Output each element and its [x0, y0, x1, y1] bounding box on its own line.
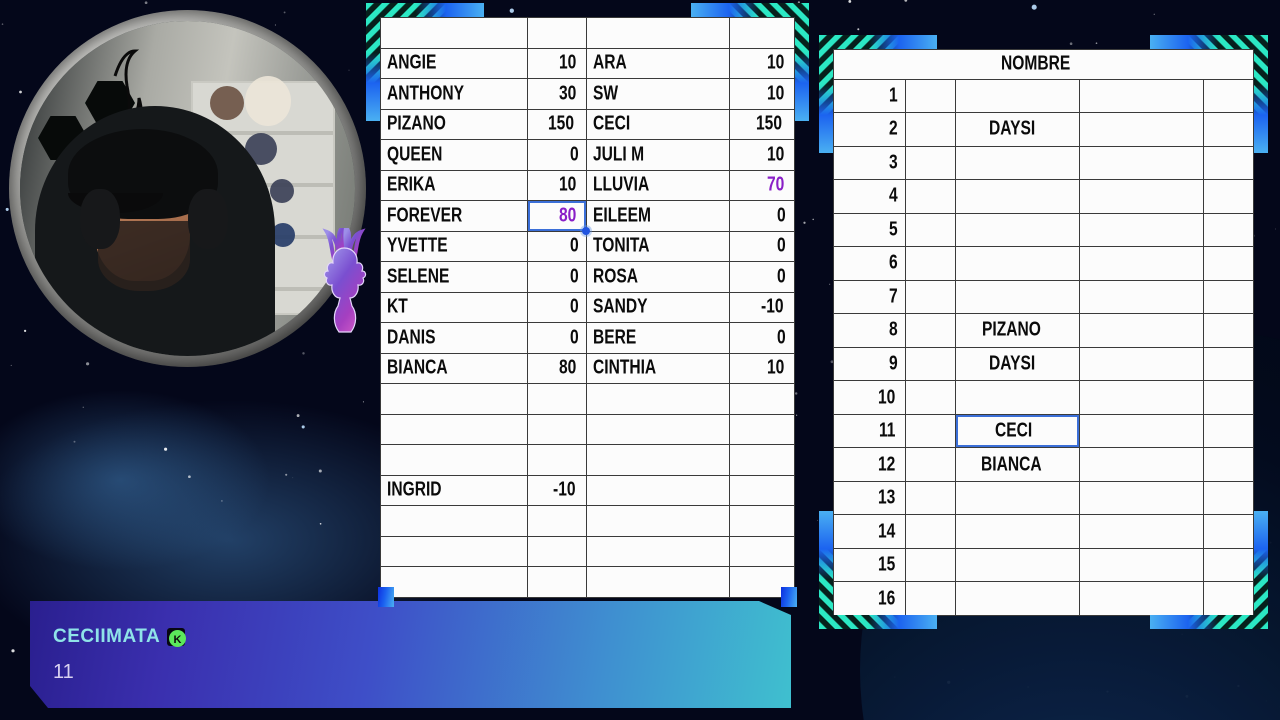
svg-text:K: K: [173, 634, 181, 646]
